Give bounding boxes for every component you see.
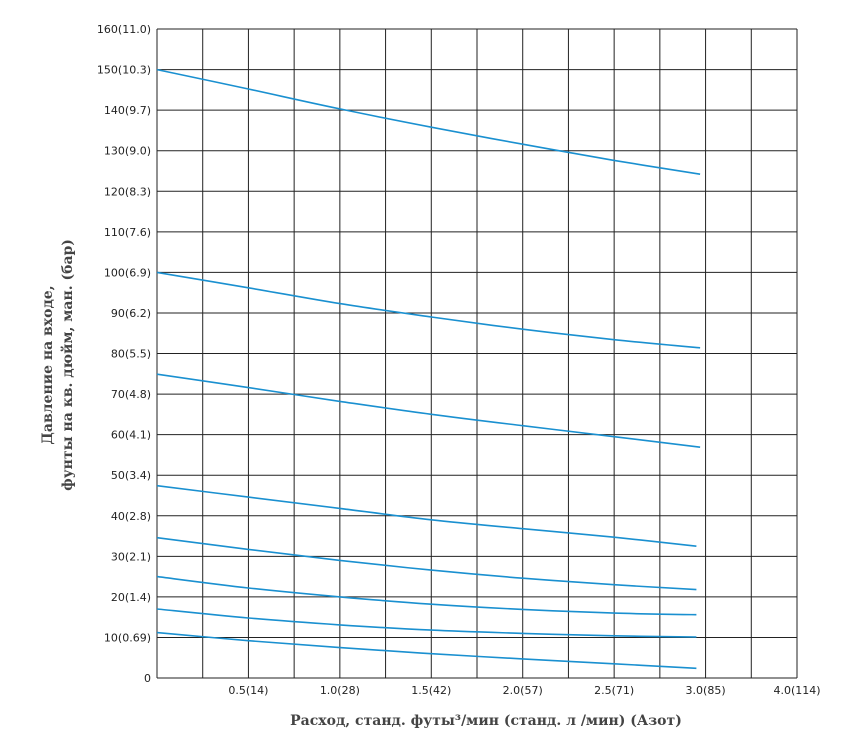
series-line-1 (156, 68, 701, 175)
y-axis-title-line-2: фунты на кв. дюйм, ман. (бар) (59, 239, 76, 491)
y-tick-label: 60(4.1) (111, 429, 151, 442)
y-tick-label: 40(2.8) (111, 510, 151, 523)
y-tick-label: 20(1.4) (111, 591, 151, 604)
x-tick-label: 4.0(114) (773, 684, 820, 697)
y-tick-label: 140(9.7) (104, 104, 151, 117)
y-tick-labels: 0 10(0.69) 20(1.4) 30(2.1) 40(2.8) 50(3.4) 60(… (97, 23, 151, 685)
x-axis-title: Расход, станд. футы³/мин (станд. л /мин)… (290, 713, 682, 729)
y-tick-label: 0 (144, 672, 151, 685)
series-line-7 (156, 608, 697, 638)
x-tick-label: 1.5(42) (411, 684, 451, 697)
x-tick-label: 2.5(71) (594, 684, 634, 697)
x-tick-label: 1.0(28) (320, 684, 360, 697)
y-tick-label: 70(4.8) (111, 388, 151, 401)
series-line-3 (156, 373, 701, 448)
x-tick-label: 3.0(85) (686, 684, 726, 697)
y-tick-label: 130(9.0) (104, 145, 151, 158)
x-tick-label: 2.0(57) (503, 684, 543, 697)
series-line-4 (156, 484, 697, 547)
y-tick-label: 90(6.2) (111, 307, 151, 320)
series-line-5 (156, 536, 697, 591)
y-tick-label: 160(11.0) (97, 23, 151, 36)
y-tick-label: 110(7.6) (104, 226, 151, 239)
series-line-8 (156, 631, 697, 670)
y-tick-label: 150(10.3) (97, 64, 151, 77)
x-tick-labels: 0.5(14) 1.0(28) 1.5(42) 2.0(57) 2.5(71) 3.0(8… (228, 684, 820, 697)
grid (156, 28, 798, 679)
y-tick-label: 120(8.3) (104, 185, 151, 198)
y-tick-label: 50(3.4) (111, 469, 151, 482)
y-tick-label: 10(0.69) (104, 631, 151, 644)
y-axis-title-line-1: Давление на входе, (40, 285, 56, 444)
series-line-2 (156, 271, 701, 349)
x-tick-label: 0.5(14) (228, 684, 268, 697)
series-line-6 (156, 575, 697, 616)
y-tick-label: 80(5.5) (111, 348, 151, 361)
y-tick-label: 100(6.9) (104, 266, 151, 279)
curves (156, 68, 701, 670)
y-tick-label: 30(2.1) (111, 550, 151, 563)
